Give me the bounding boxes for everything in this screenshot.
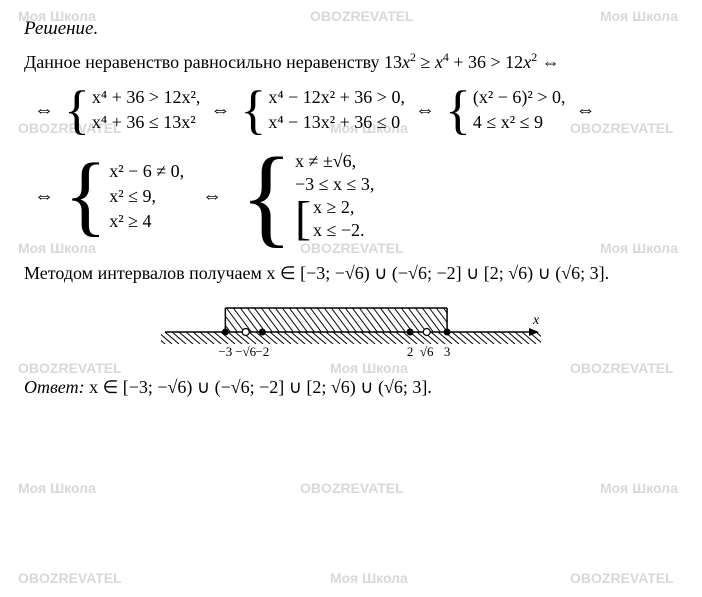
sys3-row2: 4 ≤ x² ≤ 9 — [473, 112, 566, 133]
watermark-text: Моя Школа — [600, 480, 678, 496]
sys5-row1: x ≠ ±√6, — [295, 151, 374, 172]
sys5-row4: x ≤ −2. — [313, 220, 365, 241]
method-prefix: Методом интервалов получаем — [24, 263, 266, 283]
iff-symbol: ⇔ — [34, 185, 54, 208]
watermark-text: OBOZREVATEL — [18, 570, 122, 586]
system-4: { x² − 6 ≠ 0, x² ≤ 9, x² ≥ 4 — [64, 160, 184, 232]
number-line-diagram: x −3−√6−2 2 √6 3 — [24, 292, 678, 367]
brace: { — [445, 90, 471, 131]
watermark-text: Моя Школа — [330, 570, 408, 586]
sys2-row2: x⁴ − 13x² + 36 ≤ 0 — [268, 112, 405, 133]
watermark-text: Моя Школа — [18, 480, 96, 496]
interval-method-statement: Методом интервалов получаем x ∈ [−3; −√6… — [24, 263, 678, 284]
svg-text:−√6: −√6 — [235, 344, 256, 359]
system-5: { x ≠ ±√6, −3 ≤ x ≤ 3, [ x ≥ 2, x ≤ −2. — [240, 151, 374, 241]
brace: { — [64, 160, 107, 232]
answer-line: Ответ: x ∈ [−3; −√6) ∪ (−√6; −2] ∪ [2; √… — [24, 377, 678, 398]
sys4-row2: x² ≤ 9, — [109, 186, 184, 207]
watermark-text: OBOZREVATEL — [570, 570, 674, 586]
text-part: Данное неравенство равносильно неравенст… — [24, 52, 402, 72]
svg-text:x: x — [532, 313, 540, 328]
svg-text:3: 3 — [444, 344, 451, 359]
sys4-row3: x² ≥ 4 — [109, 211, 184, 232]
sys2-row1: x⁴ − 12x² + 36 > 0, — [268, 87, 405, 108]
sys1-row1: x⁴ + 36 > 12x², — [92, 87, 200, 108]
iff-symbol: ⇔ — [415, 99, 435, 122]
answer-interval: x ∈ [−3; −√6) ∪ (−√6; −2] ∪ [2; √6) ∪ (√… — [89, 377, 432, 397]
method-interval: x ∈ [−3; −√6) ∪ (−√6; −2] ∪ [2; √6) ∪ (√… — [266, 263, 609, 283]
system-1: { x⁴ + 36 > 12x², x⁴ + 36 ≤ 13x² — [64, 87, 200, 133]
system-2: { x⁴ − 12x² + 36 > 0, x⁴ − 13x² + 36 ≤ 0 — [240, 87, 405, 133]
derivation-row-2: ⇔ { x² − 6 ≠ 0, x² ≤ 9, x² ≥ 4 ⇔ { x ≠ ±… — [24, 151, 678, 241]
svg-text:2: 2 — [407, 344, 414, 359]
equivalence-statement: Данное неравенство равносильно неравенст… — [24, 50, 678, 73]
iff-symbol: ⇔ — [575, 99, 595, 122]
answer-prefix: Ответ: — [24, 377, 89, 397]
sys3-row1: (x² − 6)² > 0, — [473, 87, 566, 108]
text-op: ≥ — [416, 52, 435, 72]
system-3: { (x² − 6)² > 0, 4 ≤ x² ≤ 9 — [445, 87, 566, 133]
sys4-row1: x² − 6 ≠ 0, — [109, 161, 184, 182]
svg-text:√6: √6 — [420, 344, 434, 359]
iff-symbol: ⇔ — [202, 185, 222, 208]
sys5-row3: x ≥ 2, — [313, 197, 365, 218]
svg-text:−3: −3 — [218, 344, 232, 359]
text-tail: ⇔ — [537, 52, 560, 72]
svg-text:−2: −2 — [255, 344, 269, 359]
bracket: [ — [295, 202, 311, 236]
brace: { — [240, 152, 293, 240]
iff-symbol: ⇔ — [210, 99, 230, 122]
brace: { — [240, 90, 266, 131]
solution-heading: Решение. — [24, 18, 678, 40]
watermark-text: OBOZREVATEL — [300, 480, 404, 496]
iff-symbol: ⇔ — [34, 99, 54, 122]
text-part: + 36 > 12 — [449, 52, 523, 72]
sys1-row2: x⁴ + 36 ≤ 13x² — [92, 112, 200, 133]
brace: { — [64, 90, 90, 131]
derivation-row-1: ⇔ { x⁴ + 36 > 12x², x⁴ + 36 ≤ 13x² ⇔ { x… — [24, 87, 678, 133]
